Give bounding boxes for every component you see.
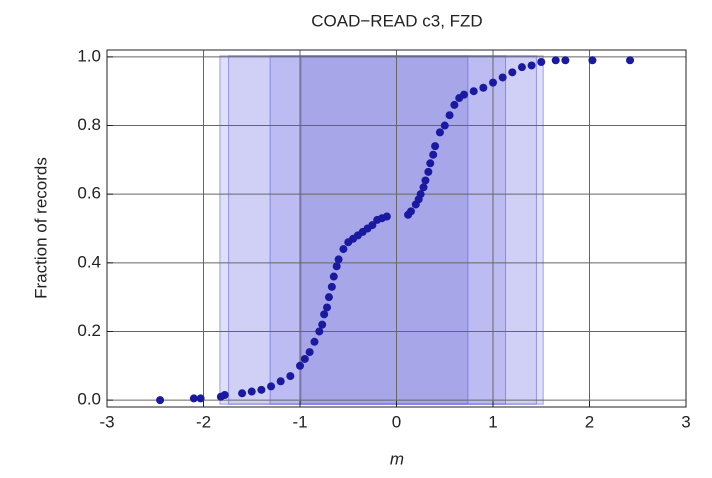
point [332,262,341,271]
interval-band [219,55,544,405]
x-tick-label: 2 [585,412,594,431]
point [508,68,517,77]
point [220,390,229,399]
point [327,282,336,291]
point [334,255,343,264]
x-tick-label: 1 [488,412,497,431]
interval-band [300,55,469,405]
point [382,212,391,221]
point [320,310,329,319]
point [469,87,478,96]
point [156,396,165,405]
point [561,56,570,65]
point [339,245,348,254]
point [286,372,295,381]
point [324,293,333,302]
x-tick-label: -1 [292,412,307,431]
x-tick-label: -3 [99,412,114,431]
point [238,389,247,398]
point [196,394,205,403]
point [426,159,435,168]
point [419,183,428,192]
point [431,142,440,151]
point [315,327,324,336]
point [424,167,433,176]
point [440,121,449,130]
point [460,90,469,99]
point [329,272,338,281]
y-tick-label: 0.4 [77,252,101,271]
x-tick-label: 0 [392,412,401,431]
point [626,56,635,65]
point [588,56,597,65]
y-tick-label: 1.0 [77,46,101,65]
point [300,354,309,363]
point [435,128,444,137]
point [416,190,425,199]
point [318,320,327,329]
interval-band [228,55,537,405]
point [429,150,438,159]
point [189,394,198,403]
point [479,83,488,92]
y-tick-label: 0.8 [77,115,101,134]
point [445,111,454,120]
point [257,385,266,394]
point [267,382,276,391]
y-tick-label: 0.2 [77,321,101,340]
point [527,61,536,70]
plot-frame [106,49,687,408]
point [368,221,377,230]
point [498,73,507,82]
x-tick-label: -2 [196,412,211,431]
point [310,337,319,346]
point [323,303,332,312]
y-tick-label: 0.0 [77,390,101,409]
point [450,100,459,109]
y-axis-label: Fraction of records [31,157,50,299]
point [421,176,430,185]
point [551,56,560,65]
x-axis-label: m [390,449,404,468]
point [406,207,415,216]
chart-title: COAD−READ c3, FZD [311,11,482,30]
y-tick-label: 0.6 [77,184,101,203]
point [296,361,304,370]
point [489,78,497,87]
point [276,377,285,386]
point [247,387,256,396]
point [305,348,314,357]
point [537,58,546,67]
x-tick-label: 3 [681,412,690,431]
point [517,63,526,72]
